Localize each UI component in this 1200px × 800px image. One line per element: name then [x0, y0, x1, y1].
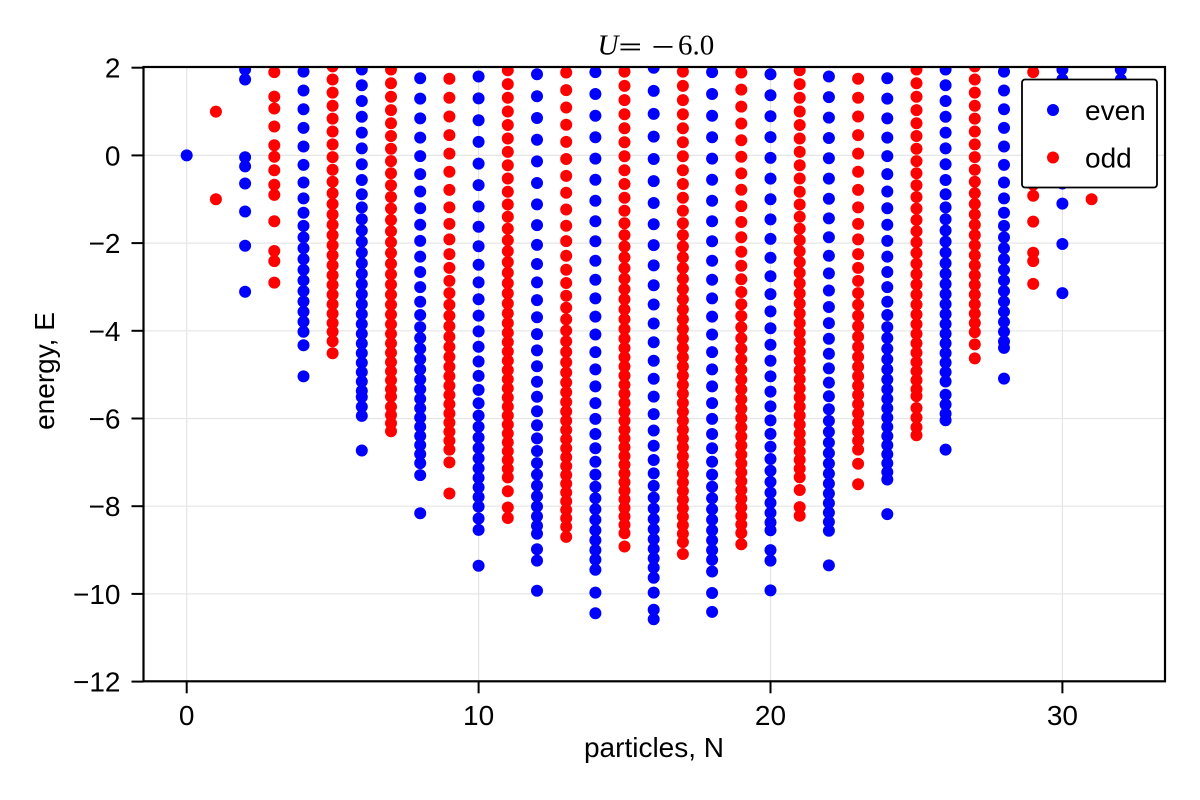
svg-text:−10: −10	[73, 579, 121, 610]
svg-text:−12: −12	[73, 667, 121, 698]
svg-text:energy, E: energy, E	[29, 312, 60, 430]
svg-text:particles, N: particles, N	[584, 732, 724, 763]
svg-text:−8: −8	[89, 491, 121, 522]
svg-text:U: U	[598, 30, 621, 62]
svg-text:2: 2	[105, 53, 121, 84]
svg-text:30: 30	[1047, 700, 1078, 731]
svg-text:0: 0	[179, 700, 195, 731]
svg-text:0: 0	[105, 140, 121, 171]
svg-text:−2: −2	[89, 228, 121, 259]
svg-text:6.0: 6.0	[678, 30, 714, 62]
svg-text:even: even	[1085, 95, 1146, 126]
svg-text:−4: −4	[89, 316, 121, 347]
svg-text:odd: odd	[1085, 143, 1132, 174]
svg-text:10: 10	[463, 700, 494, 731]
svg-text:20: 20	[755, 700, 786, 731]
svg-text:−6: −6	[89, 404, 121, 435]
